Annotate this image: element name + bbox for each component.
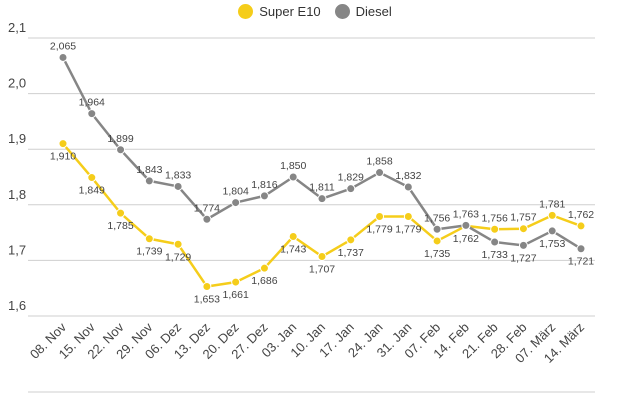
- y-tick-label: 1,6: [8, 298, 26, 313]
- data-point-super-e10: [87, 173, 97, 183]
- legend-swatch-diesel: [334, 4, 350, 19]
- data-label-super-e10: 1,707: [309, 264, 335, 276]
- data-point-diesel: [576, 244, 586, 254]
- data-label-diesel: 1,774: [194, 202, 220, 214]
- legend-item-diesel[interactable]: Diesel: [334, 4, 392, 19]
- data-label-super-e10: 1,779: [395, 223, 421, 235]
- data-point-super-e10: [490, 224, 500, 234]
- data-point-diesel: [259, 191, 269, 201]
- data-label-diesel: 1,811: [309, 182, 335, 194]
- data-point-super-e10: [259, 263, 269, 273]
- data-point-super-e10: [576, 221, 586, 231]
- data-point-diesel: [403, 182, 413, 192]
- data-point-diesel: [518, 240, 528, 250]
- data-label-super-e10: 1,762: [453, 233, 479, 245]
- data-point-diesel: [288, 172, 298, 182]
- data-point-diesel: [375, 168, 385, 178]
- data-label-super-e10: 1,849: [79, 185, 105, 197]
- y-tick-label: 2,0: [8, 76, 26, 91]
- data-label-diesel: 1,833: [165, 169, 191, 181]
- data-label-diesel: 1,721: [568, 256, 594, 268]
- data-label-diesel: 1,829: [338, 172, 364, 184]
- data-label-super-e10: 1,729: [165, 251, 191, 263]
- data-label-diesel: 1,756: [424, 212, 450, 224]
- data-label-super-e10: 1,661: [223, 289, 249, 301]
- data-label-diesel: 1,850: [280, 160, 306, 172]
- y-tick-label: 2,1: [8, 20, 26, 35]
- data-label-super-e10: 1,757: [510, 212, 536, 224]
- data-point-diesel: [144, 176, 154, 186]
- data-point-super-e10: [116, 208, 126, 218]
- data-point-super-e10: [518, 224, 528, 234]
- legend-label-diesel: Diesel: [355, 4, 392, 19]
- data-label-diesel: 1,858: [366, 156, 392, 168]
- legend-item-super-e10[interactable]: Super E10: [238, 4, 321, 19]
- data-point-diesel: [432, 224, 442, 234]
- data-point-super-e10: [144, 234, 154, 244]
- data-label-diesel: 1,804: [223, 186, 249, 198]
- data-label-super-e10: 1,779: [366, 223, 392, 235]
- data-label-diesel: 2,065: [50, 40, 76, 52]
- data-point-diesel: [317, 194, 327, 204]
- data-label-diesel: 1,727: [510, 252, 536, 264]
- data-point-diesel: [461, 220, 471, 230]
- data-label-super-e10: 1,756: [482, 212, 508, 224]
- data-label-diesel: 1,843: [136, 164, 162, 176]
- data-point-diesel: [116, 145, 126, 155]
- data-point-super-e10: [432, 236, 442, 246]
- data-label-diesel: 1,816: [251, 179, 277, 191]
- data-label-super-e10: 1,653: [194, 294, 220, 306]
- data-label-super-e10: 1,735: [424, 248, 450, 260]
- data-label-diesel: 1,964: [79, 97, 105, 109]
- data-point-diesel: [58, 52, 68, 62]
- data-point-super-e10: [547, 210, 557, 220]
- data-label-super-e10: 1,910: [50, 151, 76, 163]
- data-point-super-e10: [288, 231, 298, 241]
- legend: Super E10 Diesel: [0, 4, 630, 19]
- data-point-super-e10: [317, 252, 327, 262]
- data-label-super-e10: 1,785: [107, 220, 133, 232]
- data-point-super-e10: [346, 235, 356, 245]
- data-point-super-e10: [231, 277, 241, 287]
- data-label-super-e10: 1,739: [136, 246, 162, 258]
- data-label-super-e10: 1,737: [338, 247, 364, 259]
- y-tick-label: 1,9: [8, 131, 26, 146]
- y-tick-label: 1,7: [8, 242, 26, 257]
- data-label-super-e10: 1,743: [280, 243, 306, 255]
- data-point-diesel: [346, 184, 356, 194]
- data-label-super-e10: 1,686: [251, 275, 277, 287]
- data-point-diesel: [202, 214, 212, 224]
- data-label-diesel: 1,733: [482, 249, 508, 261]
- data-point-diesel: [231, 198, 241, 208]
- y-tick-label: 1,8: [8, 187, 26, 202]
- data-point-super-e10: [58, 139, 68, 149]
- data-label-super-e10: 1,762: [568, 209, 594, 221]
- legend-swatch-super-e10: [238, 4, 254, 19]
- data-point-diesel: [87, 109, 97, 119]
- data-label-diesel: 1,753: [539, 238, 565, 250]
- legend-label-super-e10: Super E10: [259, 4, 321, 19]
- data-label-super-e10: 1,781: [539, 198, 565, 210]
- data-label-diesel: 1,832: [395, 170, 421, 182]
- data-point-super-e10: [375, 211, 385, 221]
- data-point-diesel: [547, 226, 557, 236]
- data-point-diesel: [490, 237, 500, 247]
- data-point-super-e10: [403, 211, 413, 221]
- data-point-super-e10: [173, 239, 183, 249]
- data-label-diesel: 1,763: [453, 208, 479, 220]
- data-point-diesel: [173, 181, 183, 191]
- data-point-super-e10: [202, 282, 212, 292]
- data-label-diesel: 1,899: [107, 133, 133, 145]
